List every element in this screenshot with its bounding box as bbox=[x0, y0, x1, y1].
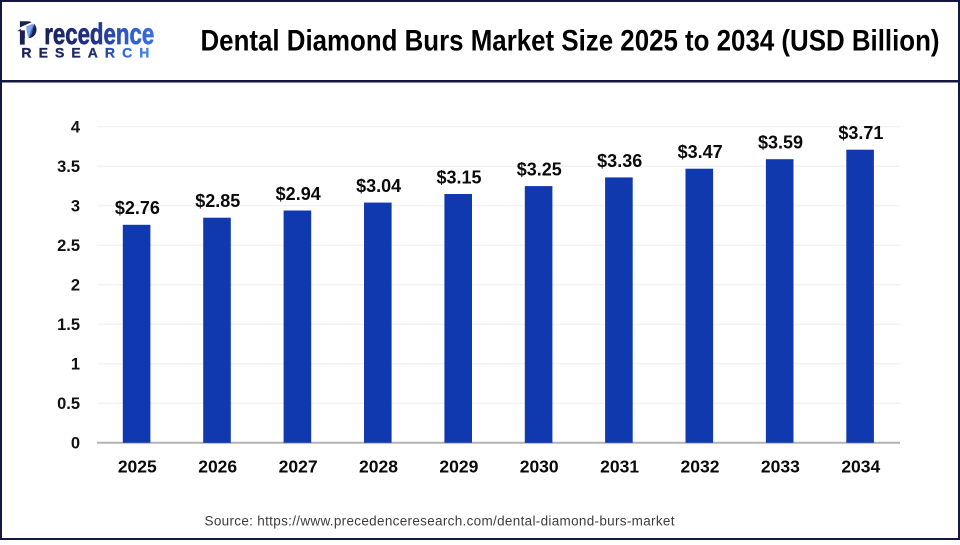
svg-text:2034: 2034 bbox=[841, 457, 880, 477]
svg-text:2027: 2027 bbox=[279, 457, 318, 477]
svg-text:Source: https://www.precedence: Source: https://www.precedenceresearch.c… bbox=[205, 514, 675, 529]
svg-text:2025: 2025 bbox=[118, 457, 157, 477]
svg-text:1: 1 bbox=[71, 356, 80, 374]
svg-text:2032: 2032 bbox=[681, 457, 720, 477]
svg-text:4: 4 bbox=[71, 119, 81, 137]
svg-text:3.5: 3.5 bbox=[57, 158, 80, 176]
svg-text:2: 2 bbox=[71, 277, 80, 295]
svg-text:$3.36: $3.36 bbox=[597, 151, 642, 171]
svg-text:1.5: 1.5 bbox=[57, 316, 80, 334]
svg-text:0: 0 bbox=[71, 435, 80, 453]
svg-text:$2.94: $2.94 bbox=[276, 184, 321, 204]
svg-text:3: 3 bbox=[71, 198, 80, 216]
svg-text:2031: 2031 bbox=[600, 457, 639, 477]
svg-text:$3.47: $3.47 bbox=[678, 142, 723, 162]
svg-text:2030: 2030 bbox=[520, 457, 559, 477]
svg-text:2026: 2026 bbox=[198, 457, 237, 477]
svg-text:$2.76: $2.76 bbox=[115, 198, 160, 218]
svg-text:$3.15: $3.15 bbox=[436, 167, 481, 187]
svg-text:$3.71: $3.71 bbox=[838, 123, 883, 143]
svg-text:2028: 2028 bbox=[359, 457, 398, 477]
svg-text:2029: 2029 bbox=[439, 457, 478, 477]
svg-text:2033: 2033 bbox=[761, 457, 800, 477]
svg-text:$3.04: $3.04 bbox=[356, 176, 401, 196]
svg-text:$2.85: $2.85 bbox=[195, 191, 240, 211]
svg-text:$3.59: $3.59 bbox=[758, 133, 803, 153]
svg-text:2.5: 2.5 bbox=[57, 237, 80, 255]
svg-text:recedence: recedence bbox=[44, 18, 154, 51]
svg-text:$3.25: $3.25 bbox=[517, 160, 562, 180]
svg-text:Dental Diamond Burs Market Siz: Dental Diamond Burs Market Size 2025 to … bbox=[201, 25, 940, 58]
svg-text:0.5: 0.5 bbox=[57, 395, 80, 413]
